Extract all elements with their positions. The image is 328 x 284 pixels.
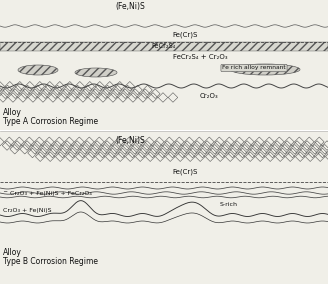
Text: Type B Corrosion Regime: Type B Corrosion Regime <box>3 257 98 266</box>
FancyBboxPatch shape <box>0 42 328 51</box>
Text: Cr₂O₃ + Fe(Ni)S + FeCr₂O₄: Cr₂O₃ + Fe(Ni)S + FeCr₂O₄ <box>10 191 92 195</box>
Ellipse shape <box>75 68 117 77</box>
Text: Fe rich alloy remnant: Fe rich alloy remnant <box>222 66 286 70</box>
Text: FeCr₂S₄: FeCr₂S₄ <box>152 43 176 49</box>
FancyBboxPatch shape <box>0 131 328 284</box>
Text: Alloy: Alloy <box>3 248 22 257</box>
Text: Alloy: Alloy <box>3 108 22 117</box>
Text: Fe(Cr)S: Fe(Cr)S <box>172 32 198 38</box>
Text: Cr₂O₃: Cr₂O₃ <box>200 93 219 99</box>
Text: Cr₂O₃ + Fe(Ni)S: Cr₂O₃ + Fe(Ni)S <box>3 208 51 213</box>
Text: FeCr₂S₄ + Cr₂O₃: FeCr₂S₄ + Cr₂O₃ <box>173 54 227 60</box>
FancyBboxPatch shape <box>0 0 328 130</box>
Text: (Fe,Ni)S: (Fe,Ni)S <box>115 2 145 11</box>
Ellipse shape <box>230 64 300 75</box>
Text: (Fe,Ni)S: (Fe,Ni)S <box>115 136 145 145</box>
Ellipse shape <box>18 65 58 75</box>
Text: S-rich: S-rich <box>220 202 238 208</box>
Text: ─: ─ <box>3 191 6 195</box>
Text: Fe(Cr)S: Fe(Cr)S <box>172 169 198 175</box>
Text: Type A Corrosion Regime: Type A Corrosion Regime <box>3 117 98 126</box>
